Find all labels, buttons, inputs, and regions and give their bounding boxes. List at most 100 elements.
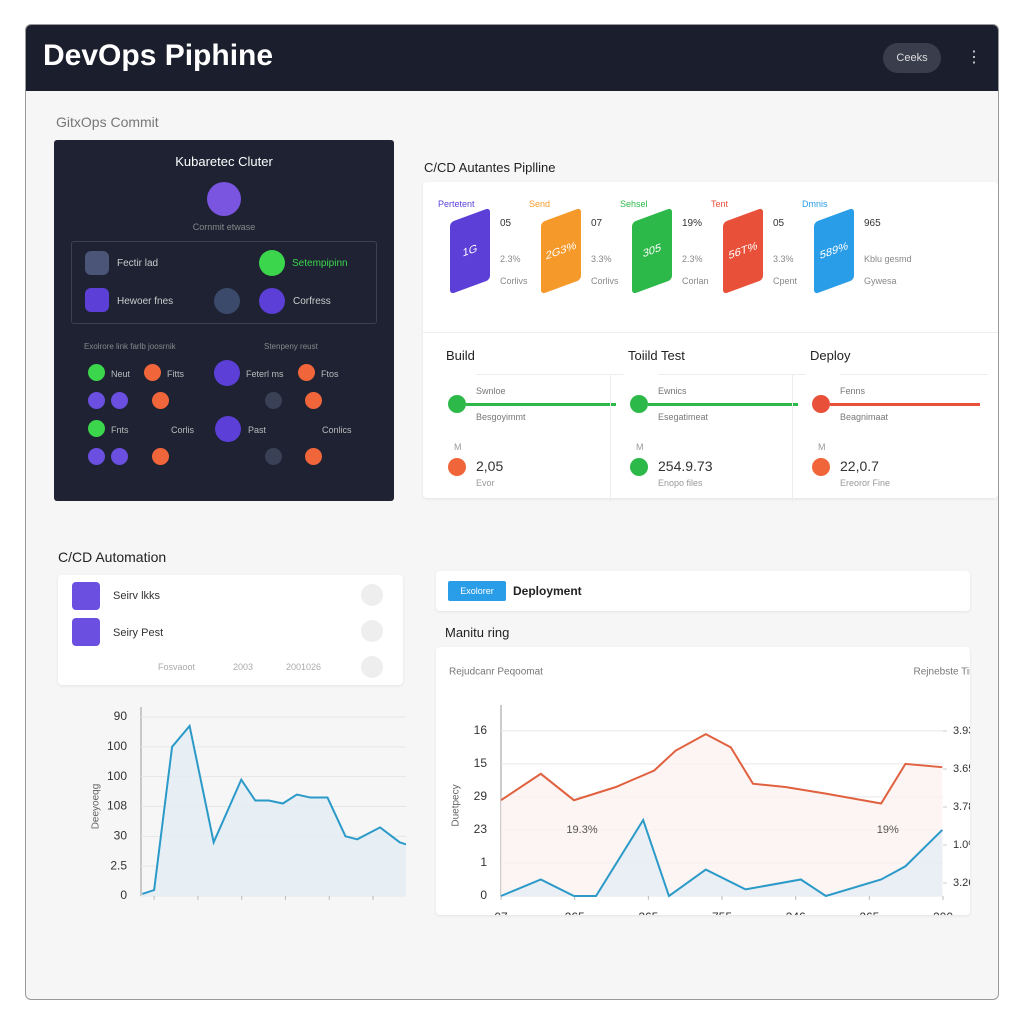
stage-name: Tent [711,199,729,209]
node [305,392,322,409]
y-axis-label: Duetpecy [451,784,462,826]
y-tick-label: 0 [120,888,127,902]
window: DevOps Piphine Ceeks ⋮ GitxOps Commit Ku… [25,24,999,1000]
node-icon [214,360,240,386]
area [501,734,943,896]
step-value: 254.9.73 [658,458,713,474]
node-icon [215,416,241,442]
step-name: Deploy [810,348,851,363]
stage-mid: 3.3% [773,254,794,264]
node [152,392,169,409]
filter[interactable]: 2003 [233,662,254,672]
row-button[interactable] [361,656,383,678]
filter[interactable]: Fosvaoot [158,662,196,672]
stage-bottom: Corlivs [500,276,528,286]
divider [423,332,998,333]
y2-tick-label: 3.26% [953,877,970,889]
step-label: Fenns [840,386,866,396]
node [111,448,128,465]
step-foot: Evor [476,478,495,488]
item-icon [85,288,109,312]
step-foot: Enopo files [658,478,703,488]
stage-mid: 2.3% [500,254,521,264]
annotation: 19.3% [566,824,597,836]
line [500,817,943,898]
stage-name: Pertetent [438,199,475,209]
monitoring-chart: 0 1 23 29 15 16 3.26% 1.0% 3.78% 3.65% 3.93% 07 265 2… [449,667,970,915]
line [142,723,406,895]
menu-button[interactable]: ⋮ [966,49,982,66]
automation-title: C/CD Automation [58,549,167,565]
item-icon [259,288,285,314]
cluster-title: Kubaretec Cluter [175,154,273,169]
item-icon [214,288,240,314]
cluster-box: Fectir lad Setempipinn Hewoer fnes Corfr… [71,241,377,324]
x-tick-label: 203 [275,910,295,911]
node [265,392,282,409]
y2-tick-label: 3.93% [953,725,970,737]
stage-bottom: Gywesa [864,276,897,286]
stage-tile: 56T% [723,207,763,295]
step-dot [448,395,466,413]
tab-label[interactable]: Deployment [513,584,582,598]
node [111,392,128,409]
y-tick-label: 2.5 [110,858,127,872]
y-tick-label: 90 [114,709,128,723]
cluster-panel: Kubaretec Cluter Cornmit etwase Fectir l… [54,140,394,501]
automation-card: Seirv lkks Seiry Pest Fosvaoot 2003 2001… [58,575,403,685]
group-label: Exolrore link farlb joosrnik [84,342,176,351]
row-button[interactable] [361,584,383,606]
y-tick-label: 15 [474,756,488,770]
step-box [840,374,988,375]
x-tick-label: 265 [859,910,879,915]
stage-mid: 2.3% [682,254,703,264]
step-m: M [636,442,644,452]
stage-top: 965 [864,218,881,229]
automation-chart: 02.5301081001009042.0204203243265280Deey… [91,707,406,911]
node [152,448,169,465]
header: DevOps Piphine Ceeks ⋮ [26,25,998,91]
node [265,448,282,465]
y2-tick-label: 3.65% [953,763,970,775]
node [88,448,105,465]
row-button[interactable] [361,620,383,642]
y-axis-label: Deeyoeqg [91,784,102,830]
x-tick-label: 246 [786,910,806,915]
step-line [830,403,980,406]
area [142,725,406,896]
chart-title: Rejudcanr Peqoomat [449,667,543,678]
step-foot: Ereoror Fine [840,478,891,488]
node-label: Fnts [111,425,129,435]
cluster-subtitle: Cornmit etwase [192,222,256,232]
filter[interactable]: 2001026 [286,662,322,672]
stage-name: Dmnis [802,199,828,209]
stage-top: 19% [682,218,703,229]
stage-top: 07 [591,218,603,229]
x-tick-label: 265 [638,910,658,915]
node [88,392,105,409]
step-name: Toiild Test [628,348,685,363]
pipeline-card: Pertetent 1G 05 2.3% Corlivs Send 2G3% 07 3.3% Co… [423,182,998,502]
stage-top: 05 [773,218,785,229]
annotation: 19% [877,824,899,836]
tab-badge[interactable]: Exolorer [448,581,506,601]
node [298,364,315,381]
x-tick-label: 243 [319,910,339,911]
y-tick-label: 23 [474,822,488,836]
step-dot [448,458,466,476]
item-icon [85,251,109,275]
line [500,733,943,805]
chart-title: Rejnebste Tima [914,667,970,678]
row-icon [72,582,100,610]
step-dot [630,395,648,413]
stage-bottom: Cpent [773,276,798,286]
group-label: Stenpeny reust [264,342,318,351]
header-button[interactable]: Ceeks [883,43,941,73]
step-dot [812,458,830,476]
step-sub: Besgoyimmt [476,412,526,422]
node-label: Conlics [322,425,352,435]
y-tick-label: 1 [480,855,487,869]
node-label: Neut [111,369,131,379]
